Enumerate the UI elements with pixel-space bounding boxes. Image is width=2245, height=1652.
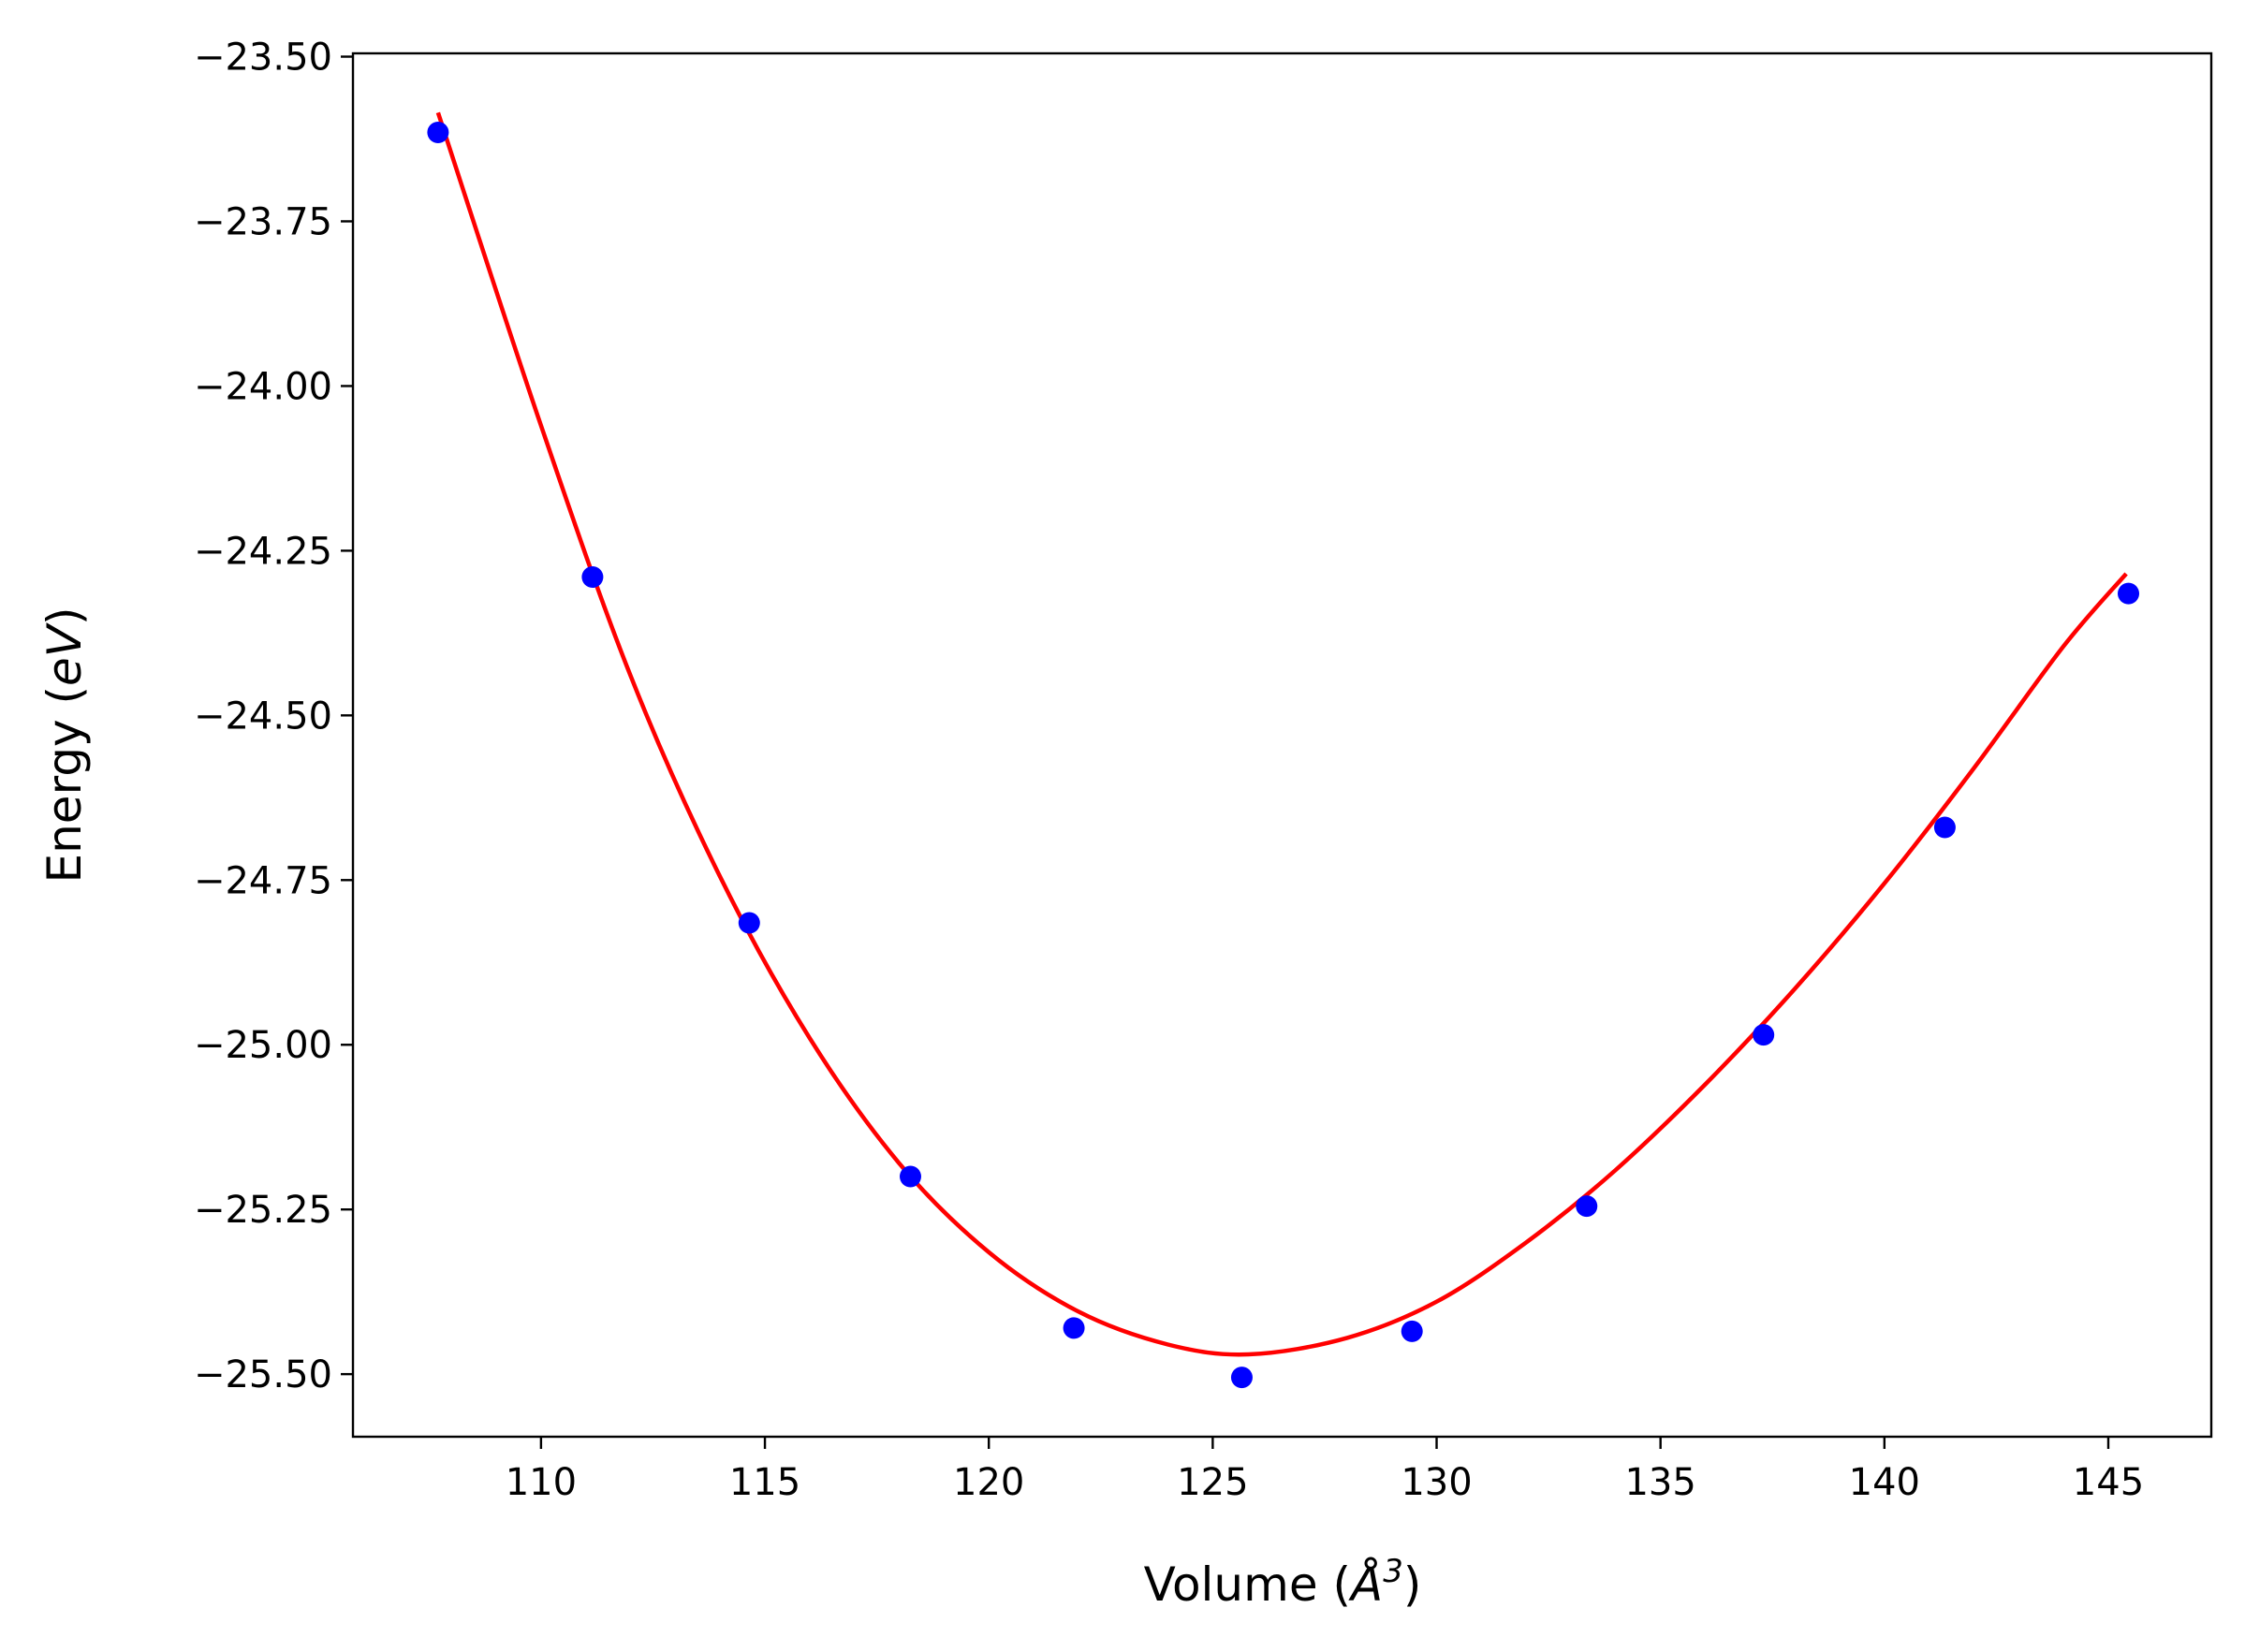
x-tick-label: 140 [1849, 1461, 1920, 1504]
x-tick-label: 115 [729, 1461, 800, 1504]
data-point [1063, 1317, 1085, 1339]
y-tick-label: −25.00 [194, 1024, 332, 1067]
fit-curve [435, 111, 2128, 1357]
plot-layer [427, 111, 2140, 1389]
y-tick-label: −25.25 [194, 1189, 332, 1232]
y-axis-title: Energy (eV) [37, 607, 92, 884]
x-tick-label: 130 [1401, 1461, 1472, 1504]
y-tick-label: −24.00 [194, 365, 332, 408]
data-point [738, 912, 760, 934]
y-tick-label: −24.25 [194, 530, 332, 573]
y-tick-label: −24.50 [194, 694, 332, 738]
data-point [1933, 816, 1956, 839]
y-tick-label: −25.50 [194, 1353, 332, 1396]
x-tick-label: 135 [1624, 1461, 1695, 1504]
data-point [1230, 1367, 1253, 1389]
data-point [1576, 1195, 1598, 1218]
x-tick-label: 125 [1177, 1461, 1248, 1504]
x-axis-title: Volume (Å3) [1144, 1553, 1422, 1612]
y-tick-label: −24.75 [194, 859, 332, 902]
data-point [900, 1165, 921, 1188]
plot-frame [351, 51, 2213, 1439]
x-tick-label: 145 [2073, 1461, 2144, 1504]
ticks-layer: 110 115 120 125 130 135 140 145 −23.50 −23.75 −24.… [194, 37, 2144, 1504]
y-tick-label: −23.75 [194, 200, 332, 243]
x-tick-label: 120 [953, 1461, 1024, 1504]
data-point [427, 121, 449, 143]
data-point [2118, 582, 2140, 605]
data-point [1753, 1024, 1775, 1046]
data-point [581, 566, 604, 589]
data-point [1401, 1320, 1423, 1342]
y-tick-label: −23.50 [194, 37, 332, 80]
x-tick-label: 110 [506, 1461, 577, 1504]
